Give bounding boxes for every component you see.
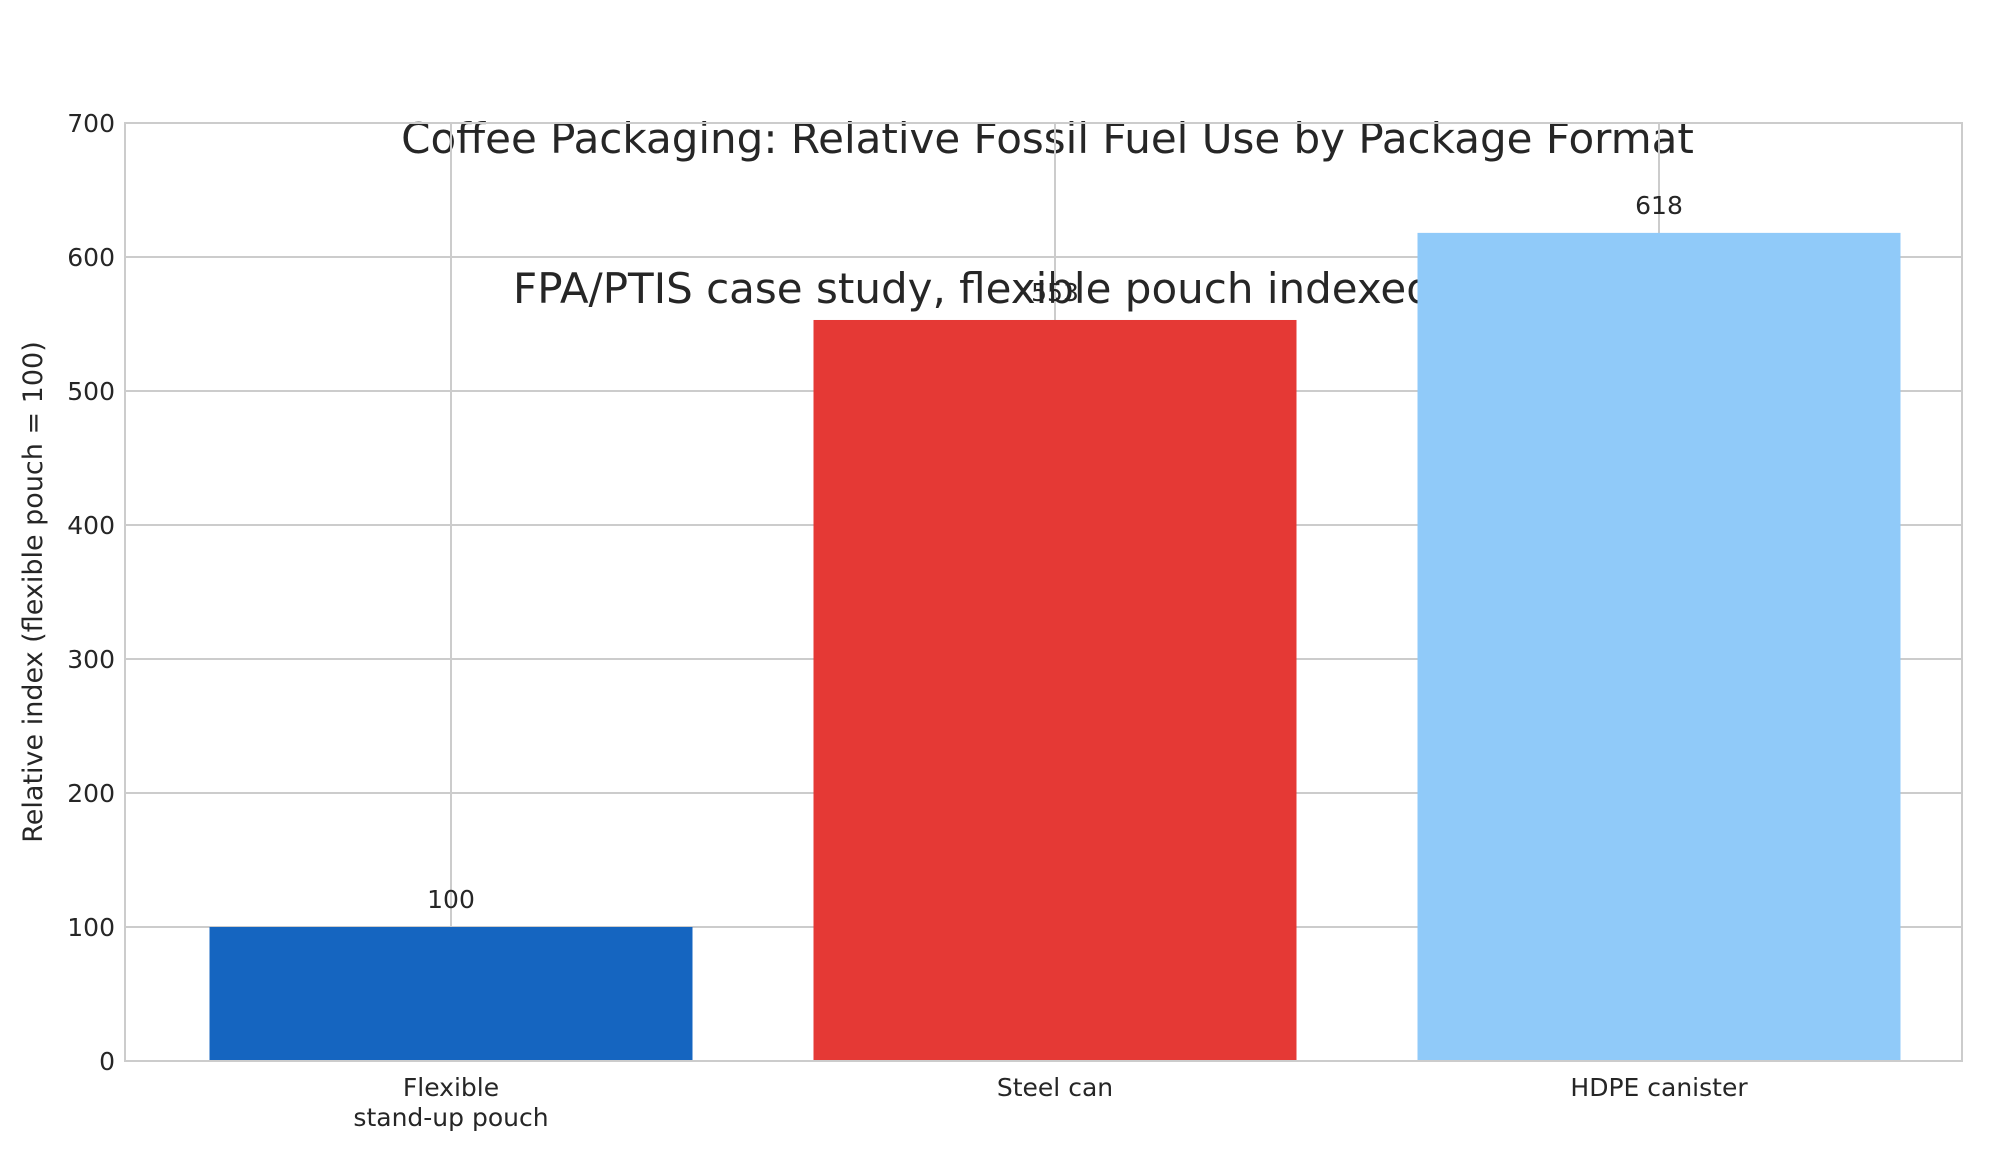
data-label: 100: [427, 885, 475, 914]
plot-frame: [124, 122, 1963, 1062]
data-label: 618: [1635, 191, 1683, 220]
bar: [209, 927, 693, 1061]
y-tick-label: 100: [67, 913, 115, 942]
bars: [209, 232, 1901, 1062]
bar: [813, 319, 1297, 1062]
data-label: 553: [1031, 278, 1079, 307]
bar: [1417, 232, 1901, 1061]
y-tick-label: 600: [67, 243, 115, 272]
x-tick-label: HDPE canister: [1570, 1073, 1748, 1102]
y-tick-label: 0: [99, 1047, 115, 1076]
data-labels: 100 553 618: [427, 191, 1683, 914]
x-tick-labels: Flexible stand-up pouch Steel can HDPE cani…: [353, 1073, 1748, 1132]
y-tick-label: 200: [67, 779, 115, 808]
y-tick-labels: 0 100 200 300 400 500 600 700: [67, 109, 115, 1076]
x-tick-label: Flexible stand-up pouch: [353, 1073, 548, 1132]
y-tick-label: 700: [67, 109, 115, 138]
y-tick-label: 300: [67, 645, 115, 674]
y-tick-label: 400: [67, 511, 115, 540]
x-tick-label: Steel can: [997, 1073, 1113, 1102]
y-tick-label: 500: [67, 377, 115, 406]
y-axis-label: Relative index (flexible pouch = 100): [18, 341, 49, 843]
